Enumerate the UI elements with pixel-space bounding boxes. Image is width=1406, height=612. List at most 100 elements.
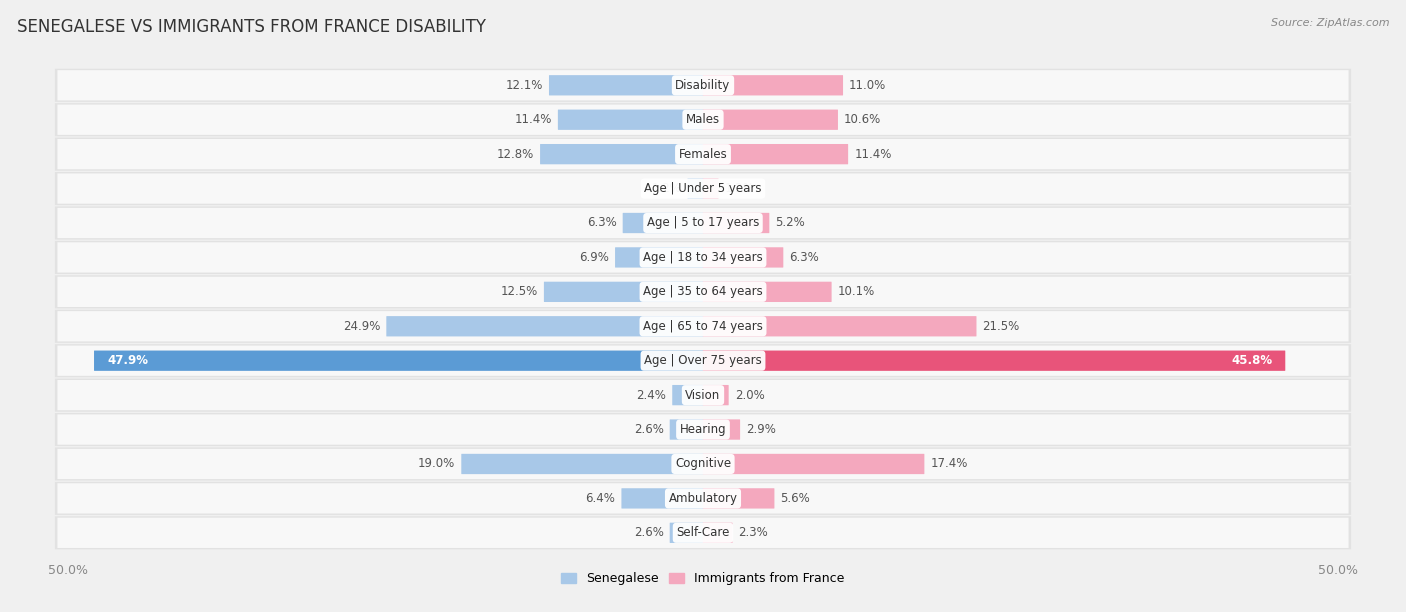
Text: 2.6%: 2.6% [634, 423, 664, 436]
Legend: Senegalese, Immigrants from France: Senegalese, Immigrants from France [557, 567, 849, 591]
FancyBboxPatch shape [55, 69, 1351, 102]
Text: Hearing: Hearing [679, 423, 727, 436]
FancyBboxPatch shape [58, 483, 1348, 513]
FancyBboxPatch shape [55, 275, 1351, 308]
FancyBboxPatch shape [703, 385, 728, 405]
FancyBboxPatch shape [703, 523, 733, 543]
Text: 6.9%: 6.9% [579, 251, 609, 264]
Text: 10.6%: 10.6% [844, 113, 882, 126]
FancyBboxPatch shape [703, 488, 775, 509]
Text: 6.3%: 6.3% [789, 251, 820, 264]
Text: 12.8%: 12.8% [496, 147, 534, 160]
FancyBboxPatch shape [703, 179, 718, 199]
FancyBboxPatch shape [55, 310, 1351, 343]
FancyBboxPatch shape [58, 380, 1348, 410]
FancyBboxPatch shape [614, 247, 703, 267]
Text: Disability: Disability [675, 79, 731, 92]
Text: 12.5%: 12.5% [501, 285, 537, 298]
Text: 45.8%: 45.8% [1232, 354, 1272, 367]
FancyBboxPatch shape [55, 138, 1351, 171]
Text: 6.4%: 6.4% [585, 492, 616, 505]
FancyBboxPatch shape [703, 110, 838, 130]
FancyBboxPatch shape [55, 103, 1351, 136]
Text: Females: Females [679, 147, 727, 160]
Text: 21.5%: 21.5% [983, 320, 1019, 333]
Text: Age | 35 to 64 years: Age | 35 to 64 years [643, 285, 763, 298]
Text: 12.1%: 12.1% [506, 79, 543, 92]
Text: Source: ZipAtlas.com: Source: ZipAtlas.com [1271, 18, 1389, 28]
FancyBboxPatch shape [55, 241, 1351, 274]
FancyBboxPatch shape [669, 523, 703, 543]
FancyBboxPatch shape [58, 173, 1348, 204]
Text: 5.2%: 5.2% [776, 217, 806, 230]
FancyBboxPatch shape [387, 316, 703, 337]
FancyBboxPatch shape [544, 282, 703, 302]
Text: Age | 5 to 17 years: Age | 5 to 17 years [647, 217, 759, 230]
FancyBboxPatch shape [58, 311, 1348, 341]
FancyBboxPatch shape [55, 413, 1351, 446]
Text: 17.4%: 17.4% [931, 458, 967, 471]
Text: 11.0%: 11.0% [849, 79, 886, 92]
FancyBboxPatch shape [55, 344, 1351, 377]
Text: Age | 65 to 74 years: Age | 65 to 74 years [643, 320, 763, 333]
FancyBboxPatch shape [461, 454, 703, 474]
FancyBboxPatch shape [58, 208, 1348, 238]
FancyBboxPatch shape [58, 518, 1348, 548]
Text: Cognitive: Cognitive [675, 458, 731, 471]
FancyBboxPatch shape [548, 75, 703, 95]
Text: Self-Care: Self-Care [676, 526, 730, 539]
FancyBboxPatch shape [58, 242, 1348, 272]
Text: 5.6%: 5.6% [780, 492, 810, 505]
FancyBboxPatch shape [55, 379, 1351, 412]
FancyBboxPatch shape [623, 213, 703, 233]
FancyBboxPatch shape [621, 488, 703, 509]
FancyBboxPatch shape [669, 419, 703, 439]
FancyBboxPatch shape [58, 70, 1348, 100]
FancyBboxPatch shape [703, 213, 769, 233]
Text: 19.0%: 19.0% [418, 458, 456, 471]
Text: 6.3%: 6.3% [586, 217, 617, 230]
Text: 10.1%: 10.1% [838, 285, 875, 298]
Text: 2.0%: 2.0% [735, 389, 765, 401]
FancyBboxPatch shape [55, 517, 1351, 550]
FancyBboxPatch shape [58, 105, 1348, 135]
FancyBboxPatch shape [540, 144, 703, 164]
FancyBboxPatch shape [58, 277, 1348, 307]
FancyBboxPatch shape [55, 447, 1351, 480]
Text: Males: Males [686, 113, 720, 126]
FancyBboxPatch shape [58, 414, 1348, 445]
Text: 47.9%: 47.9% [107, 354, 148, 367]
FancyBboxPatch shape [55, 206, 1351, 239]
FancyBboxPatch shape [94, 351, 703, 371]
Text: Age | Under 5 years: Age | Under 5 years [644, 182, 762, 195]
FancyBboxPatch shape [703, 282, 831, 302]
Text: 2.9%: 2.9% [747, 423, 776, 436]
Text: Age | 18 to 34 years: Age | 18 to 34 years [643, 251, 763, 264]
Text: Age | Over 75 years: Age | Over 75 years [644, 354, 762, 367]
FancyBboxPatch shape [58, 346, 1348, 376]
Text: 2.3%: 2.3% [738, 526, 768, 539]
FancyBboxPatch shape [703, 144, 848, 164]
Text: 24.9%: 24.9% [343, 320, 380, 333]
Text: 11.4%: 11.4% [515, 113, 551, 126]
FancyBboxPatch shape [672, 385, 703, 405]
Text: Vision: Vision [685, 389, 721, 401]
FancyBboxPatch shape [703, 454, 924, 474]
Text: 1.2%: 1.2% [651, 182, 682, 195]
Text: SENEGALESE VS IMMIGRANTS FROM FRANCE DISABILITY: SENEGALESE VS IMMIGRANTS FROM FRANCE DIS… [17, 18, 486, 36]
FancyBboxPatch shape [558, 110, 703, 130]
Text: 2.4%: 2.4% [637, 389, 666, 401]
Text: 1.2%: 1.2% [724, 182, 755, 195]
Text: 2.6%: 2.6% [634, 526, 664, 539]
Text: Ambulatory: Ambulatory [668, 492, 738, 505]
FancyBboxPatch shape [703, 351, 1285, 371]
Text: 11.4%: 11.4% [855, 147, 891, 160]
FancyBboxPatch shape [58, 139, 1348, 170]
FancyBboxPatch shape [58, 449, 1348, 479]
FancyBboxPatch shape [703, 419, 740, 439]
FancyBboxPatch shape [703, 316, 977, 337]
FancyBboxPatch shape [703, 75, 844, 95]
FancyBboxPatch shape [688, 179, 703, 199]
FancyBboxPatch shape [55, 172, 1351, 205]
FancyBboxPatch shape [703, 247, 783, 267]
